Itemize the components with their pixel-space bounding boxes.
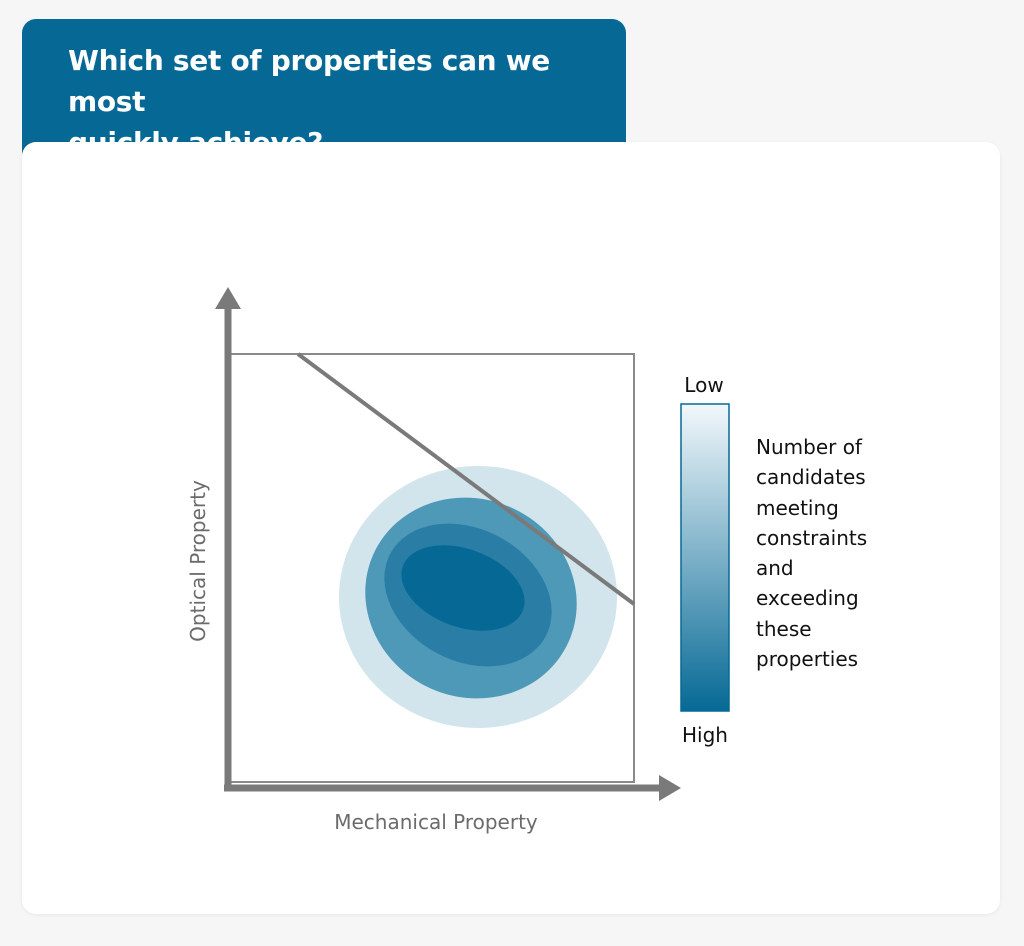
constraint-line [296,352,636,606]
title-line-1: Which set of properties can we most [68,44,550,118]
legend-low-label: Low [684,373,723,397]
legend-desc-line: constraints [756,525,868,550]
legend-high-label: High [682,723,728,747]
x-axis-arrow-icon [659,775,681,801]
legend-color-scale [680,403,730,712]
x-axis-label: Mechanical Property [334,810,538,834]
legend-desc-line: meeting [756,495,839,520]
legend-desc-line: these [756,616,812,641]
legend-description: Number of candidates meeting constraints… [756,432,926,674]
legend-desc-line: candidates [756,465,866,490]
title-banner [22,19,626,159]
legend-desc-line: properties [756,647,859,672]
legend-desc-line: Number of [756,435,862,459]
legend-desc-line: and [756,556,794,581]
y-axis-arrow-icon [215,287,241,309]
y-axis-label: Optical Property [186,480,210,642]
region-core-density [401,545,525,631]
legend-desc-line: exceeding [756,586,859,611]
